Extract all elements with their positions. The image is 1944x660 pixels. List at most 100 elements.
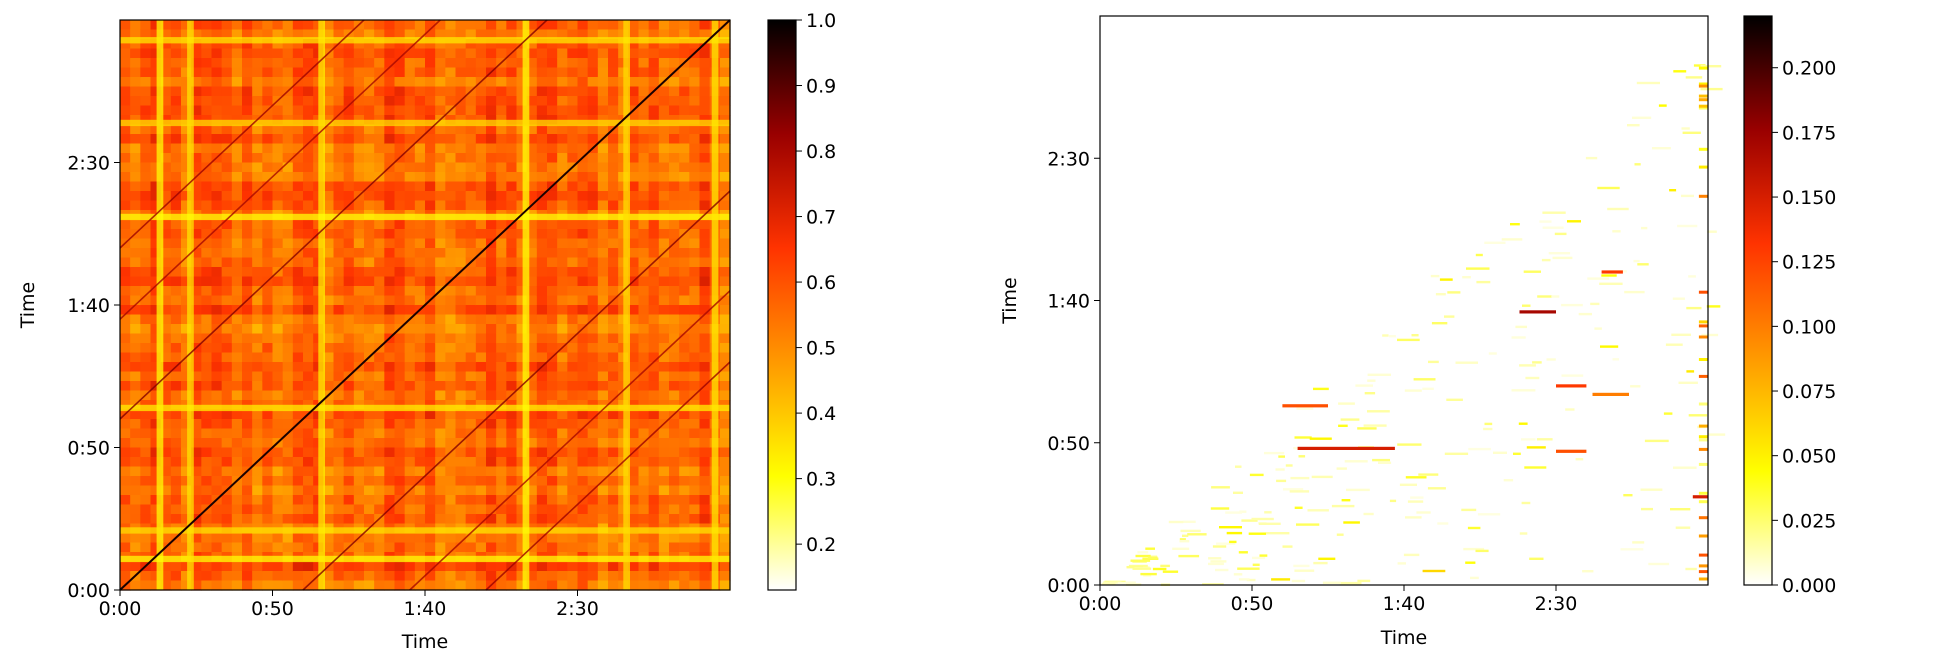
- heatmap-cell: [577, 571, 589, 582]
- heatmap-cell: [486, 533, 497, 544]
- lag-mark: [1266, 532, 1290, 535]
- colorbar-tick-label: 0.100: [1782, 316, 1836, 338]
- heatmap-cell: [689, 20, 701, 31]
- heatmap-cell: [150, 533, 162, 544]
- heatmap-cell: [465, 267, 477, 278]
- heatmap-cell: [638, 143, 650, 154]
- heatmap-cell: [719, 295, 731, 306]
- heatmap-band: [120, 119, 730, 127]
- lag-mark: [1601, 274, 1617, 277]
- heatmap-cell: [120, 343, 131, 354]
- heatmap-cell: [201, 134, 213, 145]
- heatmap-cell: [475, 362, 487, 373]
- heatmap-cell: [130, 276, 141, 287]
- heatmap-cell: [414, 20, 426, 31]
- heatmap-cell: [577, 134, 589, 145]
- heatmap-cell: [353, 485, 365, 496]
- heatmap-cell: [252, 580, 263, 591]
- heatmap-cell: [333, 409, 345, 420]
- heatmap-cell: [506, 124, 518, 135]
- heatmap-cell: [455, 362, 467, 373]
- heatmap-cell: [242, 352, 253, 363]
- heatmap-cell: [689, 381, 701, 392]
- heatmap-cell: [669, 20, 680, 31]
- heatmap-cell: [547, 191, 558, 202]
- heatmap-cell: [130, 514, 141, 525]
- heatmap-cell: [130, 143, 141, 154]
- heatmap-cell: [343, 381, 355, 392]
- heatmap-cell: [272, 238, 284, 249]
- heatmap-cell: [130, 295, 141, 306]
- heatmap-cell: [394, 371, 406, 382]
- heatmap-cell: [486, 571, 497, 582]
- heatmap-cell: [282, 124, 294, 135]
- heatmap-cell: [201, 428, 213, 439]
- heatmap-cell: [506, 200, 518, 211]
- heatmap-cell: [475, 485, 487, 496]
- heatmap-cell: [160, 96, 172, 107]
- lag-mark: [1612, 230, 1621, 233]
- heatmap-cell: [719, 181, 731, 192]
- heatmap-cell: [719, 381, 731, 392]
- heatmap-cell: [414, 229, 426, 240]
- heatmap-cell: [282, 39, 294, 50]
- heatmap-cell: [587, 295, 599, 306]
- heatmap-cell: [587, 248, 599, 259]
- heatmap-cell: [221, 134, 233, 145]
- heatmap-cell: [496, 333, 507, 344]
- heatmap-cell: [557, 86, 568, 97]
- heatmap-cell: [333, 324, 345, 335]
- heatmap-cell: [445, 181, 457, 192]
- heatmap-cell: [353, 466, 365, 477]
- heatmap-cell: [516, 143, 528, 154]
- lag-mark: [1546, 358, 1556, 361]
- heatmap-cell: [648, 229, 660, 240]
- heatmap-cell: [140, 457, 152, 468]
- heatmap-cell: [242, 191, 253, 202]
- heatmap-cell: [516, 305, 528, 316]
- lag-mark: [1673, 70, 1687, 73]
- heatmap-cell: [506, 571, 518, 582]
- heatmap-cell: [181, 447, 192, 458]
- lag-mark: [1698, 491, 1708, 495]
- heatmap-cell: [282, 438, 294, 449]
- heatmap-cell: [353, 352, 365, 363]
- lag-mark: [1594, 327, 1602, 330]
- heatmap-cell: [628, 86, 640, 97]
- heatmap-cell: [496, 419, 507, 430]
- heatmap-cell: [628, 580, 640, 591]
- heatmap-cell: [120, 48, 131, 59]
- lag-mark: [1688, 414, 1708, 417]
- heatmap-cell: [191, 20, 202, 31]
- heatmap-cell: [455, 29, 467, 40]
- heatmap-cell: [170, 343, 182, 354]
- lag-mark: [1318, 557, 1336, 560]
- heatmap-cell: [658, 495, 670, 506]
- heatmap-cell: [536, 39, 548, 50]
- heatmap-cell: [303, 143, 314, 154]
- heatmap-cell: [577, 162, 589, 173]
- heatmap-cell: [394, 305, 406, 316]
- heatmap-cell: [689, 438, 701, 449]
- heatmap-cell: [516, 181, 528, 192]
- heatmap-cell: [333, 542, 345, 553]
- lag-mark: [1338, 402, 1355, 405]
- heatmap-cell: [608, 86, 619, 97]
- heatmap-cell: [577, 219, 589, 230]
- lag-mark: [1294, 506, 1303, 509]
- heatmap-cell: [404, 162, 416, 173]
- heatmap-cell: [130, 48, 141, 59]
- heatmap-cell: [333, 457, 345, 468]
- heatmap-cell: [557, 48, 568, 59]
- heatmap-cell: [465, 67, 477, 78]
- heatmap-cell: [435, 352, 446, 363]
- heatmap-cell: [160, 134, 172, 145]
- lag-mark: [1524, 466, 1547, 469]
- heatmap-cell: [414, 181, 426, 192]
- heatmap-cell: [282, 134, 294, 145]
- heatmap-cell: [465, 134, 477, 145]
- heatmap-cell: [455, 447, 467, 458]
- heatmap-cell: [231, 352, 243, 363]
- heatmap-cell: [231, 362, 243, 373]
- heatmap-cell: [191, 48, 202, 59]
